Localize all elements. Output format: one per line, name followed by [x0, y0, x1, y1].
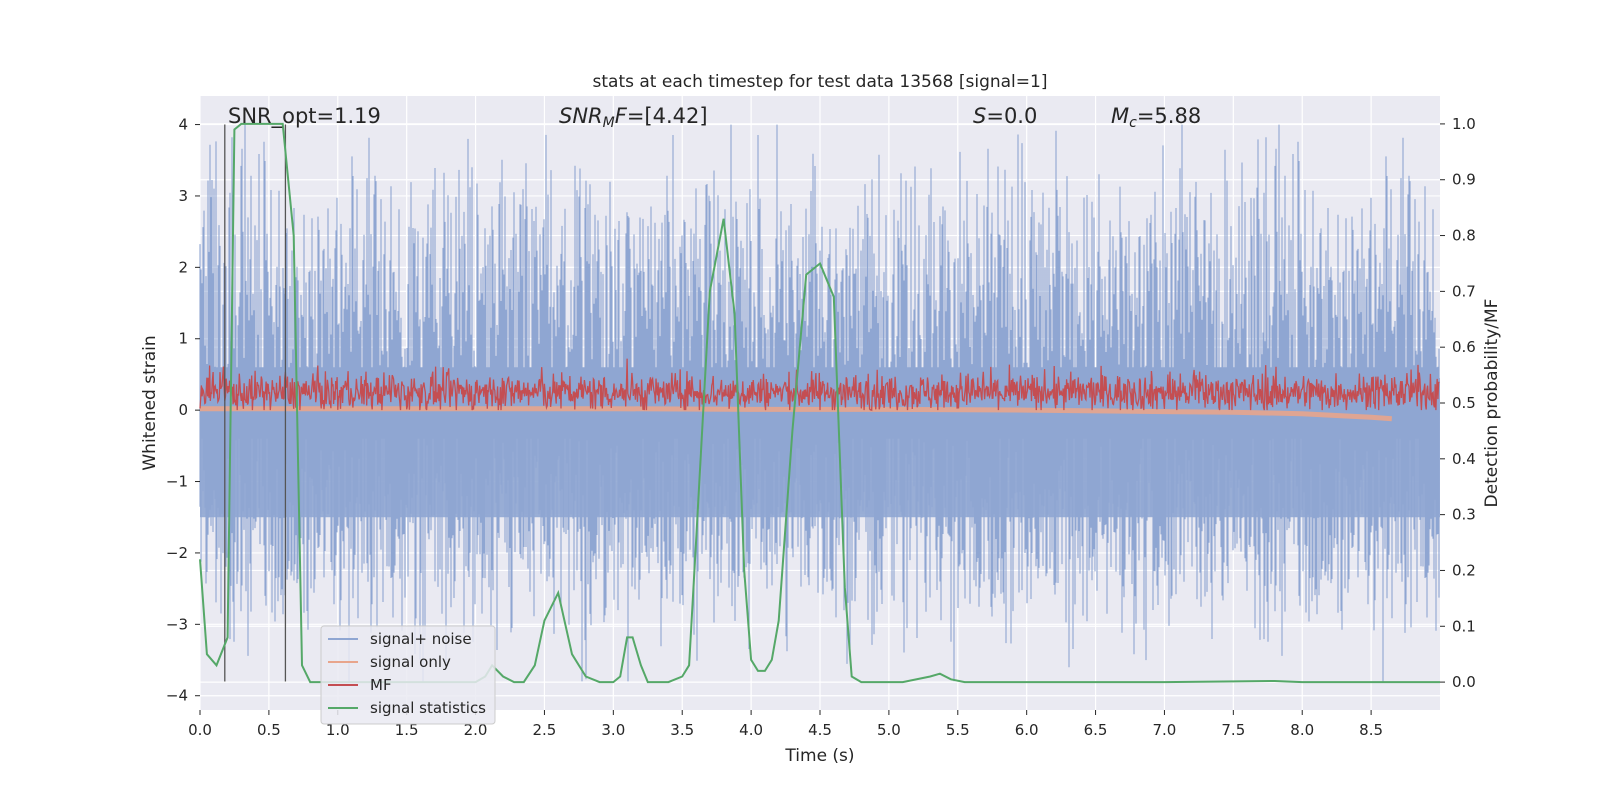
signal-only-line: [200, 406, 1392, 422]
x-tick-label: 0.0: [188, 721, 212, 739]
signal-noise-line: [199, 124, 1440, 682]
y-right-tick-label: 1.0: [1452, 115, 1476, 133]
y-tick-label: 2: [178, 258, 188, 276]
annotation-s: S=0.0: [973, 104, 1037, 128]
x-tick-label: 6.0: [1015, 721, 1039, 739]
x-axis-label: Time (s): [784, 746, 854, 766]
x-axis-ticks: 0.0 0.5 1.0 1.5 2.0 2.5 3.0 3.5 4.0 4.5 5.0 5.5 6.0 6…: [188, 710, 1383, 739]
chart-title: stats at each timestep for test data 135…: [593, 72, 1048, 92]
y-right-tick-label: 0.4: [1452, 450, 1476, 468]
y-right-axis-label: Detection probability/MF: [1482, 299, 1502, 508]
y-tick-label: −4: [166, 687, 188, 705]
y-right-tick-label: 0.5: [1452, 394, 1476, 412]
y-axis-ticks: 4 3 2 1 0 −1 −2 −3 −4: [166, 116, 200, 705]
x-tick-label: 5.0: [877, 721, 901, 739]
y-right-tick-label: 0.9: [1452, 171, 1476, 189]
y-right-axis-ticks: 1.0 0.9 0.8 0.7 0.6 0.5 0.4 0.3 0.2 0.1 0.0: [1440, 115, 1476, 691]
legend-label-signal-noise: signal+ noise: [370, 630, 472, 648]
y-tick-label: 1: [178, 330, 188, 348]
y-right-tick-label: 0.2: [1452, 561, 1476, 579]
annotation-snr-opt: SNR_opt=1.19: [228, 104, 381, 129]
x-tick-label: 5.5: [946, 721, 970, 739]
y-tick-label: 0: [178, 401, 188, 419]
y-right-tick-label: 0.6: [1452, 338, 1476, 356]
legend: signal+ noise signal only MF signal stat…: [320, 625, 496, 725]
x-tick-label: 8.0: [1290, 721, 1314, 739]
x-tick-label: 4.0: [739, 721, 763, 739]
x-tick-label: 3.5: [670, 721, 694, 739]
x-tick-label: 7.5: [1221, 721, 1245, 739]
annotation-mc: Mc=5.88: [1111, 104, 1201, 131]
y-right-tick-label: 0.0: [1452, 673, 1476, 691]
y-right-tick-label: 0.8: [1452, 227, 1476, 245]
legend-label-signal-statistics: signal statistics: [370, 699, 486, 717]
x-tick-label: 7.0: [1153, 721, 1177, 739]
y-tick-label: −1: [166, 473, 188, 491]
mf-series: [199, 358, 1440, 412]
y-tick-label: −2: [166, 544, 188, 562]
x-tick-label: 8.5: [1359, 721, 1383, 739]
x-tick-label: 2.5: [533, 721, 557, 739]
y-right-tick-label: 0.7: [1452, 282, 1476, 300]
x-tick-label: 1.5: [395, 721, 419, 739]
y-tick-label: −3: [166, 615, 188, 633]
x-tick-label: 3.0: [601, 721, 625, 739]
vertical-lines: [224, 124, 287, 682]
y-tick-label: 3: [178, 187, 188, 205]
y-right-tick-label: 0.3: [1452, 506, 1476, 524]
y-right-tick-label: 0.1: [1452, 617, 1476, 635]
annotation-snr-mf: SNRMF=[4.42]: [559, 104, 708, 131]
x-tick-label: 1.0: [326, 721, 350, 739]
legend-box: [320, 625, 496, 725]
x-tick-label: 2.0: [464, 721, 488, 739]
legend-label-mf: MF: [370, 676, 392, 694]
mf-line: [199, 358, 1440, 412]
y-axis-label: Whitened strain: [140, 335, 160, 470]
signal-statistics-line: [199, 122, 1440, 684]
y-tick-label: 4: [178, 116, 188, 134]
legend-label-signal-only: signal only: [370, 653, 451, 671]
x-tick-label: 0.5: [257, 721, 281, 739]
x-tick-label: 6.5: [1084, 721, 1108, 739]
x-tick-label: 4.5: [808, 721, 832, 739]
